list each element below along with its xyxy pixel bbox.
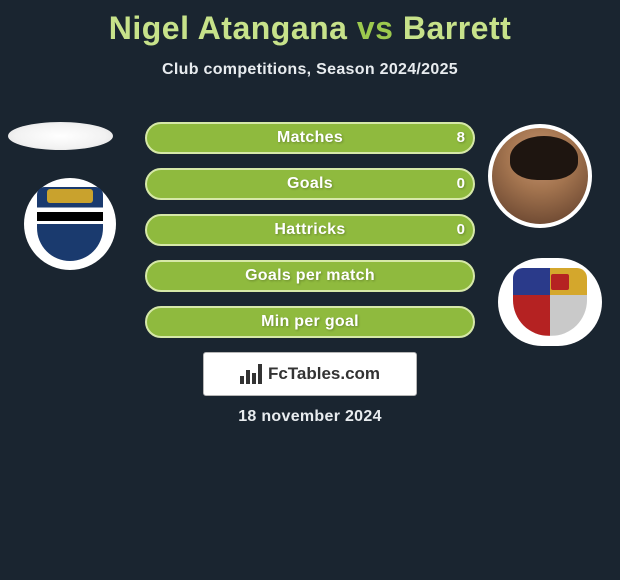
stat-label: Goals per match: [145, 260, 475, 292]
stat-label: Goals: [145, 168, 475, 200]
stat-row: Matches8: [145, 122, 475, 154]
bar-chart-icon: [240, 364, 262, 384]
stat-value-right: 8: [457, 122, 465, 154]
player1-club-crest: [24, 178, 116, 270]
brand-text: FcTables.com: [268, 364, 380, 384]
player1-name: Nigel Atangana: [109, 10, 348, 46]
title-vs: vs: [357, 10, 394, 46]
stat-row: Hattricks0: [145, 214, 475, 246]
stat-value-right: 0: [457, 168, 465, 200]
subtitle: Club competitions, Season 2024/2025: [0, 61, 620, 79]
stat-label: Min per goal: [145, 306, 475, 338]
player2-club-crest: [498, 258, 602, 346]
stat-row: Goals0: [145, 168, 475, 200]
stat-label: Hattricks: [145, 214, 475, 246]
player2-name: Barrett: [403, 10, 511, 46]
stat-row: Goals per match: [145, 260, 475, 292]
player1-avatar: [8, 122, 113, 150]
stat-label: Matches: [145, 122, 475, 154]
stat-row: Min per goal: [145, 306, 475, 338]
player2-avatar: [488, 124, 592, 228]
footer-date: 18 november 2024: [0, 408, 620, 426]
comparison-title: Nigel Atangana vs Barrett: [0, 0, 620, 47]
brand-box[interactable]: FcTables.com: [203, 352, 417, 396]
stat-value-right: 0: [457, 214, 465, 246]
